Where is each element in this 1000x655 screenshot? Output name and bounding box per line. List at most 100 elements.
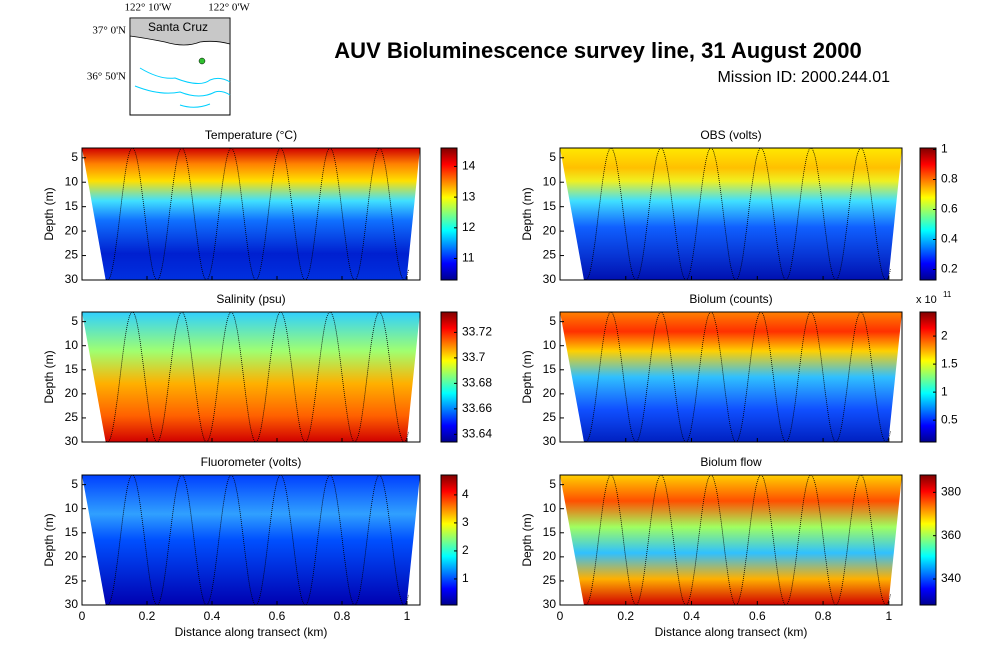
map-y-tick-label: 37° 0'N <box>92 25 126 37</box>
colorbar-tick-label: 33.64 <box>462 427 492 441</box>
y-tick-label: 30 <box>543 434 557 448</box>
x-tick-label: 0.4 <box>683 609 700 623</box>
y-tick-label: 15 <box>65 362 79 376</box>
colorbar-tick-label: 1 <box>462 571 469 585</box>
y-tick-label: 20 <box>543 386 557 400</box>
y-tick-label: 5 <box>549 314 556 328</box>
y-axis-label: Depth (m) <box>42 350 56 403</box>
plot-frame <box>81 474 421 606</box>
land <box>129 17 231 46</box>
y-tick-label: 15 <box>65 199 79 213</box>
colorbar-tick-label: 1.5 <box>941 356 958 370</box>
colorbar-tick-label: 1 <box>941 384 948 398</box>
colorbar-tick-label: 0.8 <box>941 172 958 186</box>
y-tick-label: 20 <box>65 223 79 237</box>
map-y-tick-label: 36° 50'N <box>87 71 126 83</box>
x-tick-label: 0.2 <box>139 609 156 623</box>
mission-id: Mission ID: 2000.244.01 <box>717 69 890 86</box>
y-tick-label: 5 <box>71 150 78 164</box>
contour <box>134 85 231 108</box>
panel-title: Biolum flow <box>700 455 762 469</box>
panel-title: Biolum (counts) <box>689 292 772 306</box>
x-tick-label: 1 <box>886 609 893 623</box>
colorbar-tick-label: 1 <box>941 142 948 156</box>
y-tick-label: 15 <box>543 362 557 376</box>
panel-title: OBS (volts) <box>700 128 761 142</box>
y-tick-label: 10 <box>65 174 79 188</box>
y-tick-label: 30 <box>65 272 79 286</box>
colorbar-tick-label: 33.7 <box>462 350 486 364</box>
y-tick-label: 30 <box>543 597 557 611</box>
colorbar-tick-label: 0.4 <box>941 232 958 246</box>
x-tick-label: 0.4 <box>204 609 221 623</box>
plot-frame <box>559 311 903 443</box>
x-axis-label: Distance along transect (km) <box>175 625 328 639</box>
y-tick-label: 25 <box>543 248 557 262</box>
y-tick-label: 10 <box>543 174 557 188</box>
x-tick-label: 0 <box>557 609 564 623</box>
colorbar <box>919 311 937 443</box>
colorbar-exponent: 11 <box>943 290 952 299</box>
colorbar <box>919 147 937 281</box>
y-tick-label: 25 <box>65 248 79 262</box>
y-axis-label: Depth (m) <box>520 350 534 403</box>
panel-title: Fluorometer (volts) <box>201 455 302 469</box>
y-tick-label: 30 <box>65 597 79 611</box>
colorbar-tick-label: 14 <box>462 159 476 173</box>
colorbar-tick-label: 0.5 <box>941 412 958 426</box>
y-tick-label: 30 <box>65 434 79 448</box>
colorbar-tick-label: 4 <box>462 487 469 501</box>
y-tick-label: 20 <box>65 386 79 400</box>
y-tick-label: 25 <box>543 410 557 424</box>
panel-title: Salinity (psu) <box>216 292 285 306</box>
plot-frame <box>81 147 421 281</box>
figure-title: AUV Bioluminescence survey line, 31 Augu… <box>334 38 861 63</box>
y-axis-label: Depth (m) <box>520 187 534 240</box>
x-tick-label: 0.6 <box>269 609 286 623</box>
colorbar <box>440 474 458 606</box>
map-x-tick-label: 122° 0'W <box>208 2 250 14</box>
field <box>560 475 902 605</box>
y-tick-label: 5 <box>71 314 78 328</box>
plot-frame <box>559 474 903 606</box>
y-tick-label: 5 <box>549 150 556 164</box>
colorbar-tick-label: 0.6 <box>941 202 958 216</box>
y-tick-label: 20 <box>543 223 557 237</box>
field <box>560 148 902 280</box>
y-axis-label: Depth (m) <box>42 513 56 566</box>
x-axis-label: Distance along transect (km) <box>655 625 808 639</box>
colorbar-tick-label: 33.72 <box>462 325 492 339</box>
colorbar-scale: x 10 <box>916 294 937 306</box>
x-tick-label: 1 <box>404 609 411 623</box>
colorbar-tick-label: 2 <box>941 328 948 342</box>
y-tick-label: 15 <box>543 199 557 213</box>
map-x-tick-label: 122° 10'W <box>124 2 172 14</box>
colorbar-tick-label: 11 <box>462 251 475 265</box>
field <box>560 312 902 442</box>
y-tick-label: 10 <box>543 338 557 352</box>
colorbar-tick-label: 380 <box>941 485 961 499</box>
plot-frame <box>559 147 903 281</box>
y-tick-label: 10 <box>65 338 79 352</box>
x-tick-label: 0.8 <box>334 609 351 623</box>
x-tick-label: 0.8 <box>815 609 832 623</box>
colorbar-tick-label: 13 <box>462 189 476 203</box>
place-label: Santa Cruz <box>148 20 208 34</box>
field <box>82 312 420 442</box>
colorbar-tick-label: 2 <box>462 543 469 557</box>
y-tick-label: 15 <box>543 525 557 539</box>
y-tick-label: 25 <box>65 573 79 587</box>
colorbar <box>919 474 937 606</box>
field <box>82 475 420 605</box>
x-tick-label: 0 <box>79 609 86 623</box>
colorbar-tick-label: 360 <box>941 528 961 542</box>
y-tick-label: 10 <box>65 501 79 515</box>
plot-frame <box>81 311 421 443</box>
contour <box>139 67 231 84</box>
colorbar-tick-label: 33.66 <box>462 401 492 415</box>
colorbar <box>440 147 458 281</box>
y-tick-label: 20 <box>543 549 557 563</box>
colorbar-tick-label: 340 <box>941 571 961 585</box>
y-tick-label: 15 <box>65 525 79 539</box>
